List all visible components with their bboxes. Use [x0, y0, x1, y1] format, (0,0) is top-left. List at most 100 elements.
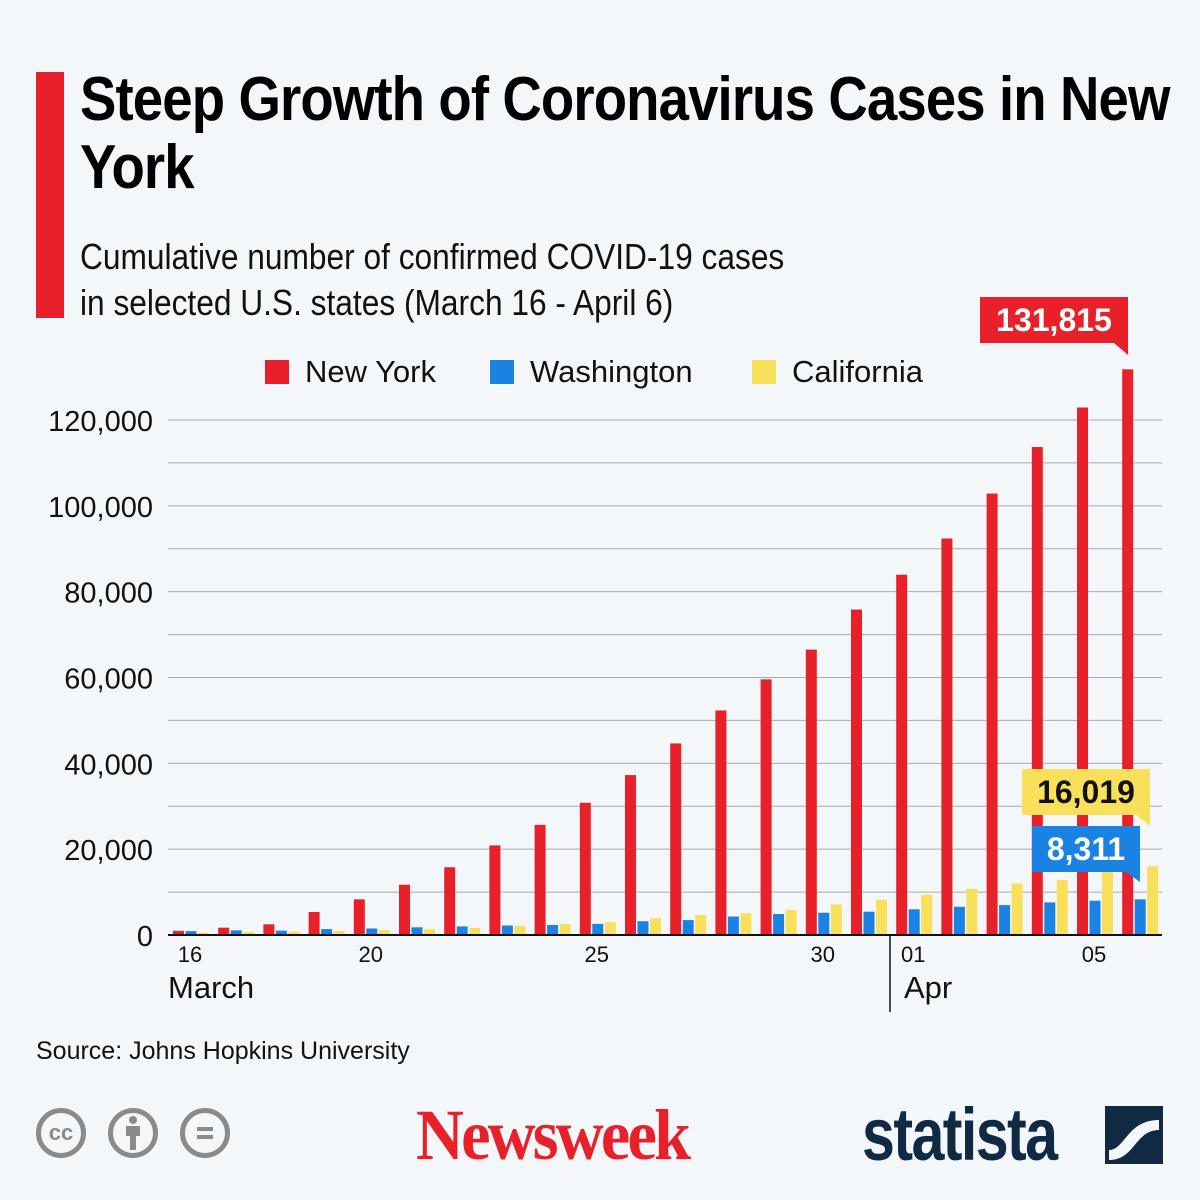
- bar-washington: [547, 925, 559, 935]
- legend-label: New York: [305, 354, 436, 389]
- bar-new-york: [715, 710, 727, 935]
- x-tick-label: 30: [811, 942, 835, 967]
- y-tick-label: 20,000: [64, 835, 153, 867]
- bar-california: [198, 932, 209, 935]
- no-derivatives-icon: [180, 1108, 230, 1158]
- bar-washington: [185, 931, 197, 935]
- legend-swatch: [265, 360, 289, 384]
- bar-california: [243, 932, 255, 935]
- newsweek-logo: Newsweek: [416, 1095, 691, 1175]
- bar-new-york: [579, 802, 591, 935]
- bar-new-york: [534, 824, 546, 935]
- statista-logo: statista: [862, 1093, 1058, 1176]
- bar-new-york: [760, 679, 772, 935]
- bar-new-york: [851, 609, 862, 935]
- bar-washington: [366, 928, 378, 935]
- month-label: Apr: [904, 970, 952, 1005]
- y-tick-label: 120,000: [48, 406, 153, 438]
- bar-california: [1011, 883, 1023, 935]
- bar-california: [876, 899, 887, 935]
- source-note: Source: Johns Hopkins University: [36, 1037, 410, 1065]
- bar-new-york: [805, 649, 817, 935]
- y-tick-label: 100,000: [48, 492, 153, 524]
- bar-california: [469, 927, 481, 935]
- bar-california: [966, 888, 978, 935]
- cc-icon: cc: [36, 1108, 86, 1158]
- bar-california: [921, 894, 933, 935]
- chart-subtitle: Cumulative number of confirmed COVID-19 …: [80, 234, 960, 326]
- bar-washington: [953, 906, 965, 935]
- bar-washington: [501, 925, 513, 935]
- bar-new-york: [308, 911, 320, 935]
- bar-new-york: [353, 899, 365, 935]
- y-tick-label: 0: [137, 921, 153, 953]
- bar-new-york: [941, 538, 953, 935]
- bar-washington: [1134, 899, 1146, 935]
- month-label: March: [168, 970, 254, 1005]
- bar-new-york: [1031, 447, 1043, 935]
- bar-washington: [727, 916, 739, 935]
- y-tick-label: 40,000: [64, 749, 153, 781]
- bar-washington: [230, 930, 242, 935]
- x-tick-label: 20: [359, 942, 383, 967]
- bar-washington: [908, 909, 920, 935]
- bar-washington: [999, 905, 1011, 935]
- bar-washington: [682, 920, 694, 935]
- bar-new-york: [625, 775, 636, 935]
- y-tick-label: 60,000: [64, 664, 153, 696]
- bar-washington: [275, 930, 287, 935]
- bar-washington: [818, 912, 830, 935]
- bar-california: [424, 929, 435, 935]
- bar-new-york: [173, 930, 184, 935]
- bar-washington: [592, 923, 604, 935]
- bar-washington: [411, 927, 423, 935]
- bar-washington: [637, 921, 649, 935]
- bar-washington: [321, 929, 333, 935]
- bar-california: [830, 904, 842, 935]
- bar-california: [604, 922, 616, 935]
- bar-california: [1102, 870, 1113, 935]
- callout-box: [980, 297, 1128, 355]
- subtitle-line-1: Cumulative number of confirmed COVID-19 …: [80, 236, 785, 277]
- callout-box: [1032, 826, 1140, 882]
- x-tick-label: 25: [585, 942, 609, 967]
- bar-california: [740, 913, 752, 935]
- title-accent-bar: [36, 72, 64, 318]
- bar-california: [333, 930, 345, 935]
- bar-california: [288, 931, 300, 935]
- bar-washington: [1089, 900, 1101, 935]
- callout-box: [1022, 769, 1150, 826]
- callout-label: 131,815: [996, 302, 1112, 338]
- bar-california: [650, 918, 661, 935]
- bar-washington: [1044, 902, 1056, 935]
- bar-new-york: [489, 845, 501, 935]
- bar-california: [1056, 879, 1068, 935]
- bar-new-york: [444, 867, 456, 935]
- legend-label: California: [792, 354, 924, 389]
- bar-new-york: [1122, 369, 1134, 935]
- bar-washington: [456, 926, 468, 935]
- bar-new-york: [986, 493, 998, 935]
- subtitle-line-2: in selected U.S. states (March 16 - Apri…: [80, 282, 674, 323]
- bar-new-york: [670, 743, 682, 935]
- bar-new-york: [1077, 407, 1088, 935]
- attribution-icon: [108, 1108, 158, 1158]
- bar-california: [378, 929, 390, 935]
- bar-washington: [773, 913, 785, 935]
- bar-california: [514, 925, 526, 935]
- statista-logo-mark: [1105, 1106, 1163, 1164]
- bar-california: [695, 915, 707, 935]
- callout-label: 16,019: [1037, 774, 1135, 810]
- bar-new-york: [218, 927, 230, 935]
- legend-swatch: [490, 360, 514, 384]
- chart-title: Steep Growth of Coronavirus Cases in New…: [80, 65, 1170, 202]
- bar-washington: [863, 911, 875, 935]
- x-tick-label: 16: [178, 942, 202, 967]
- bar-new-york: [896, 574, 908, 935]
- bar-california: [559, 924, 571, 935]
- bar-new-york: [399, 884, 410, 935]
- x-tick-label: 05: [1082, 942, 1106, 967]
- bar-california: [785, 909, 797, 935]
- y-tick-label: 80,000: [64, 578, 153, 610]
